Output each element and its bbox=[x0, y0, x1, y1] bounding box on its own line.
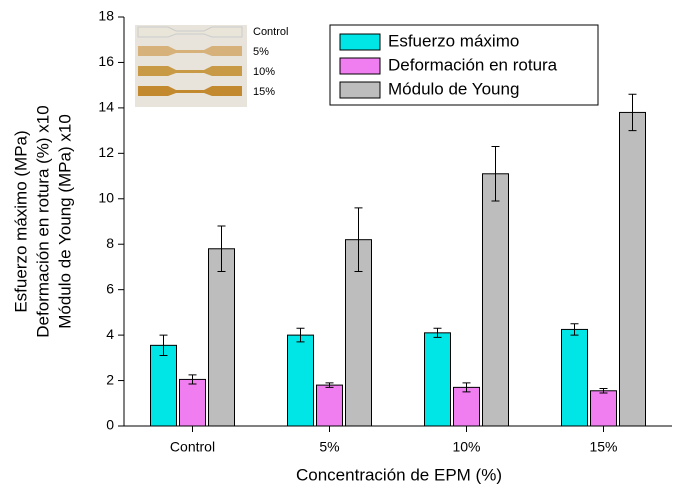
legend-swatch bbox=[340, 82, 380, 98]
y-tick-label: 0 bbox=[106, 417, 114, 433]
legend-label: Esfuerzo máximo bbox=[388, 31, 519, 50]
y-tick-label: 4 bbox=[106, 326, 114, 342]
x-tick-label: 10% bbox=[452, 439, 480, 455]
y-tick-label: 16 bbox=[98, 53, 114, 69]
x-tick-label: 15% bbox=[589, 439, 617, 455]
bar bbox=[562, 329, 588, 426]
bar bbox=[209, 249, 235, 426]
y-tick-label: 2 bbox=[106, 371, 114, 387]
inset-label: Control bbox=[253, 26, 288, 38]
x-tick-label: Control bbox=[170, 439, 215, 455]
x-axis-title: Concentración de EPM (%) bbox=[296, 465, 502, 484]
bar bbox=[620, 112, 646, 426]
y-tick-label: 6 bbox=[106, 280, 114, 296]
y-tick-label: 18 bbox=[98, 8, 114, 24]
y-tick-label: 14 bbox=[98, 99, 114, 115]
legend-swatch bbox=[340, 58, 380, 74]
legend-label: Deformación en rotura bbox=[388, 55, 558, 74]
x-tick-label: 5% bbox=[319, 439, 339, 455]
bar bbox=[180, 379, 206, 426]
y-tick-label: 12 bbox=[98, 144, 114, 160]
bar bbox=[454, 387, 480, 426]
bar bbox=[288, 335, 314, 426]
inset-specimens bbox=[135, 25, 247, 107]
y-axis-title: Deformación en rotura (%) x10 bbox=[33, 105, 52, 337]
y-tick-label: 8 bbox=[106, 235, 114, 251]
inset-label: 10% bbox=[253, 66, 275, 78]
y-tick-label: 10 bbox=[98, 189, 114, 205]
inset-label: 5% bbox=[253, 46, 269, 58]
bar bbox=[483, 174, 509, 426]
y-axis-title: Módulo de Young (MPa) x10 bbox=[55, 114, 74, 329]
chart: Concentración de EPM (%) Control 5% 10% 15%… bbox=[0, 0, 675, 488]
legend-label: Módulo de Young bbox=[388, 79, 519, 98]
bar bbox=[151, 345, 177, 426]
legend-swatch bbox=[340, 34, 380, 50]
bar bbox=[591, 391, 617, 426]
bar bbox=[425, 333, 451, 426]
y-axis-title: Esfuerzo máximo (MPa) bbox=[11, 130, 30, 312]
bar bbox=[317, 385, 343, 426]
inset-label: 15% bbox=[253, 86, 275, 98]
